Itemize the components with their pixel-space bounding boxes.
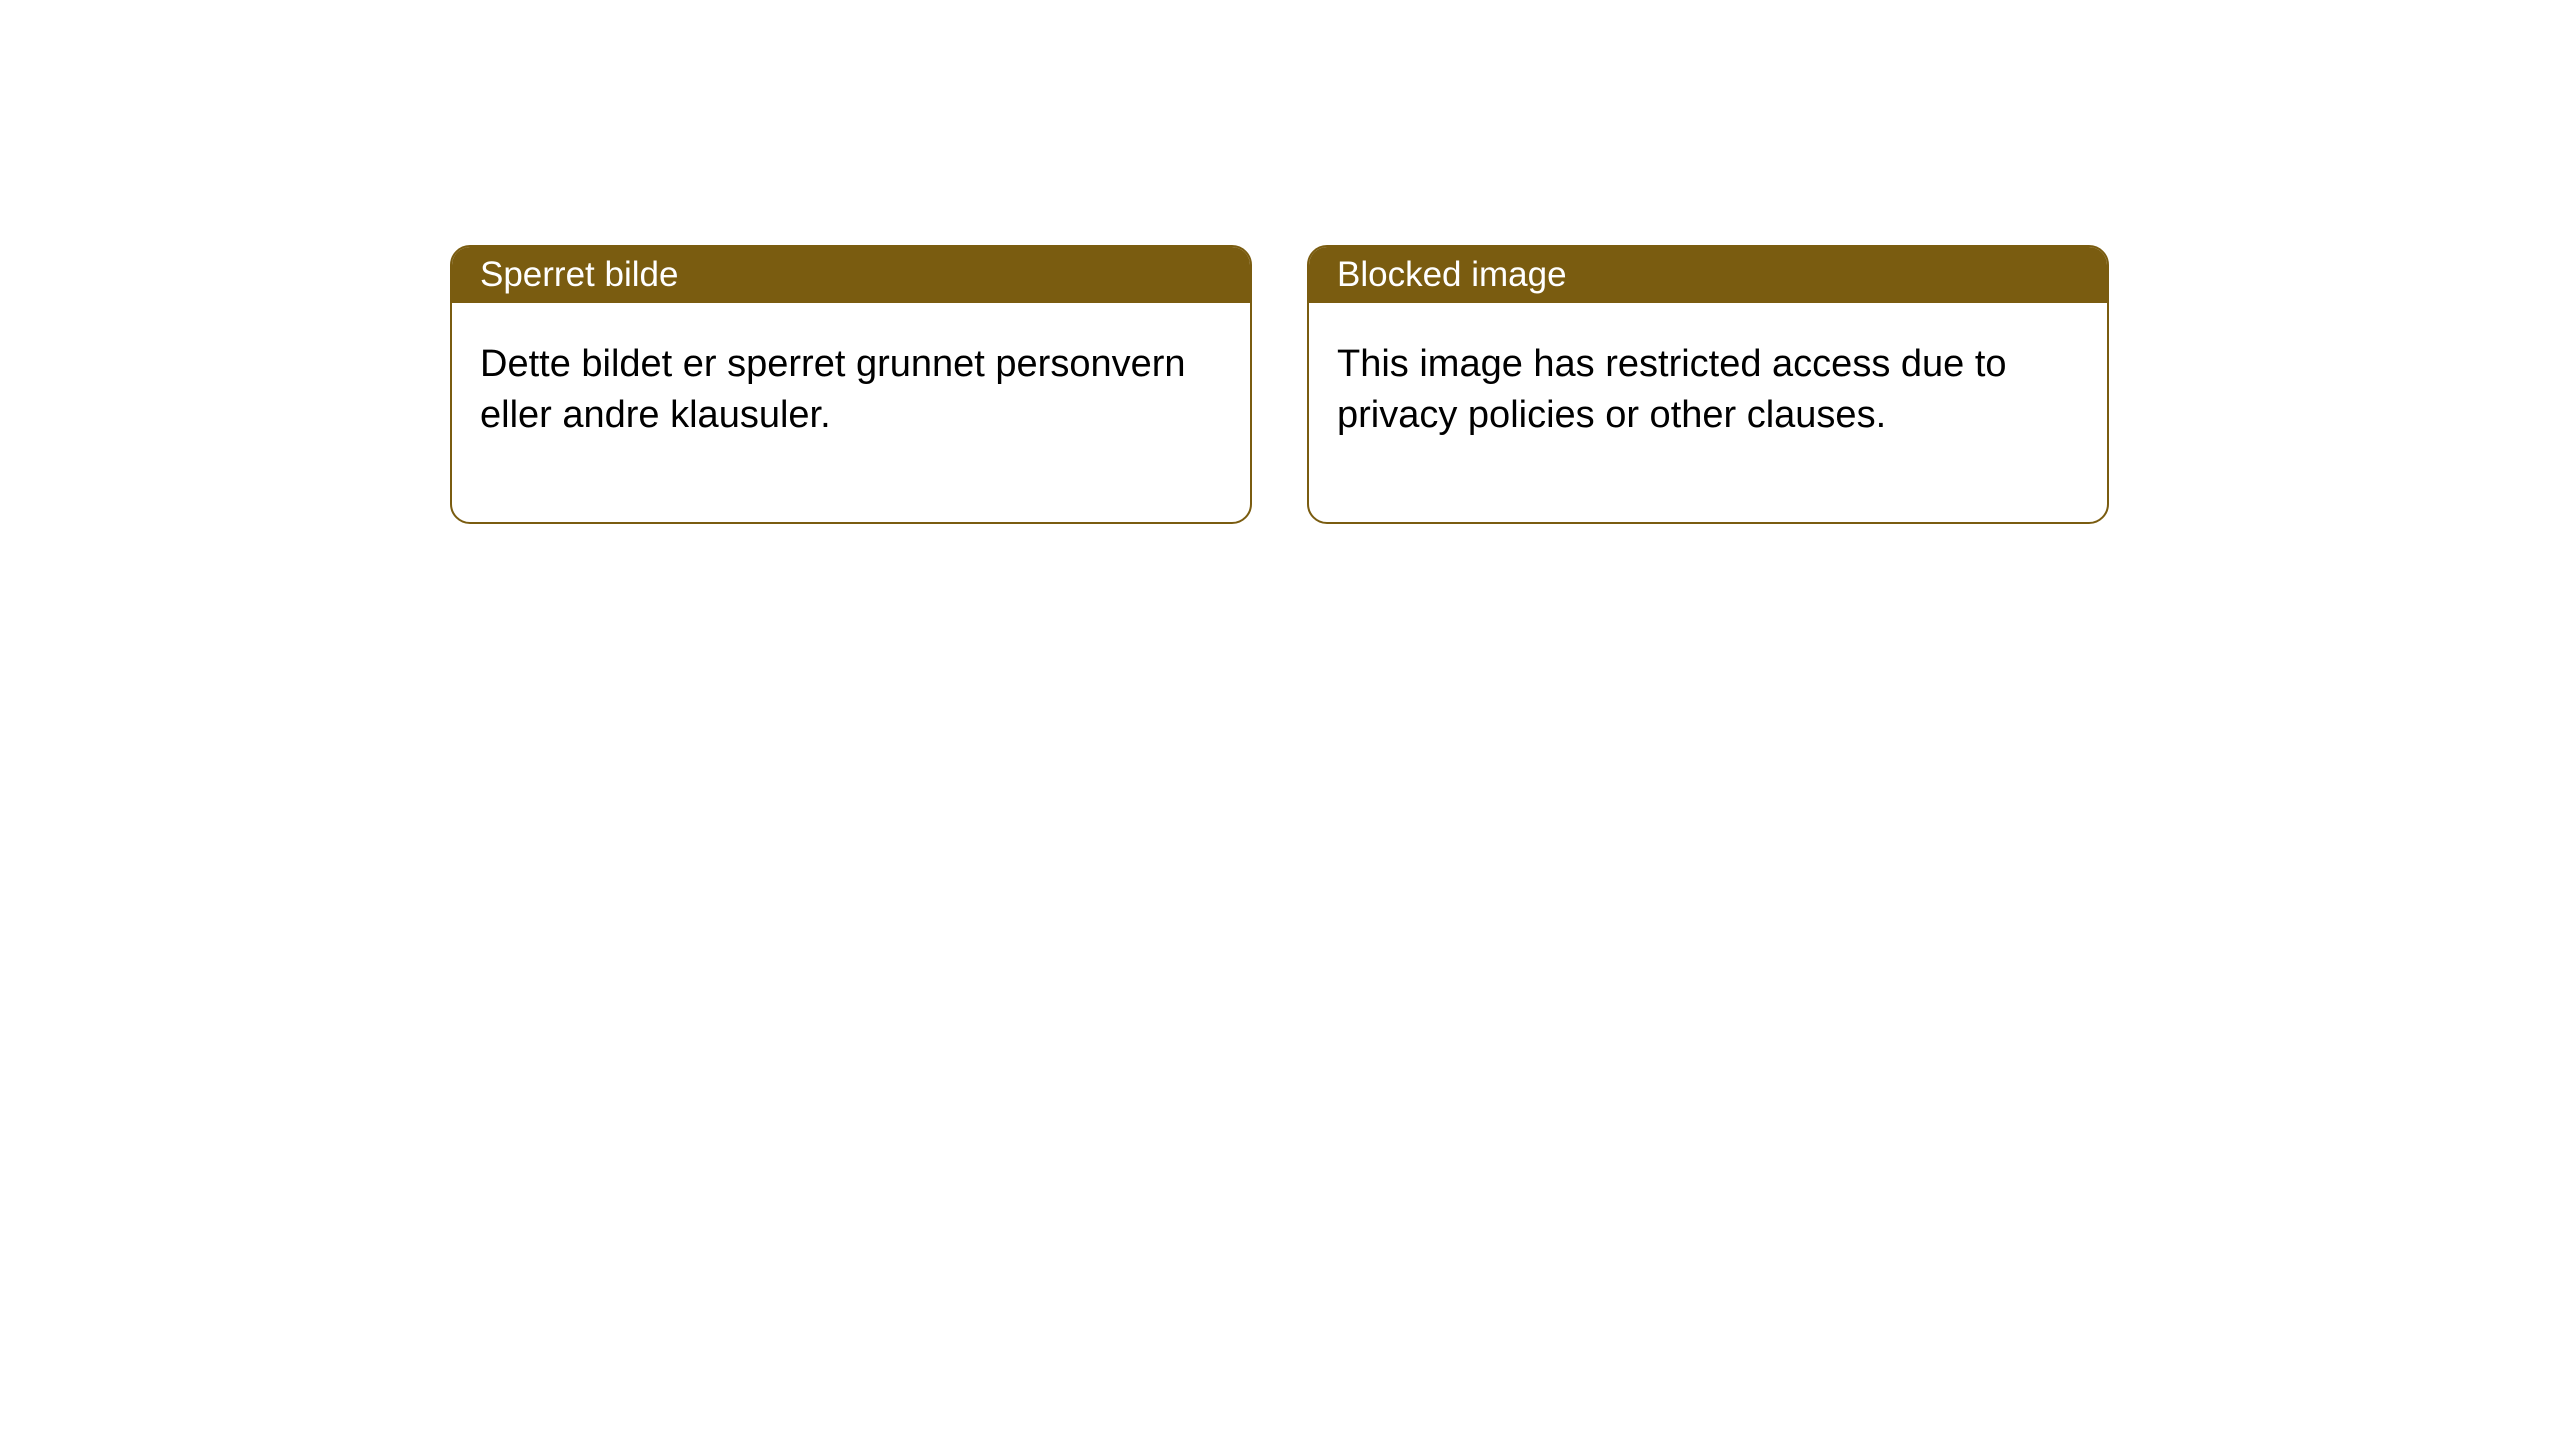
notice-header: Blocked image <box>1309 247 2107 303</box>
notice-body: This image has restricted access due to … <box>1309 303 2107 522</box>
notice-card-norwegian: Sperret bilde Dette bildet er sperret gr… <box>450 245 1252 524</box>
notice-header: Sperret bilde <box>452 247 1250 303</box>
notice-card-english: Blocked image This image has restricted … <box>1307 245 2109 524</box>
notice-container: Sperret bilde Dette bildet er sperret gr… <box>450 245 2109 524</box>
notice-body: Dette bildet er sperret grunnet personve… <box>452 303 1250 522</box>
